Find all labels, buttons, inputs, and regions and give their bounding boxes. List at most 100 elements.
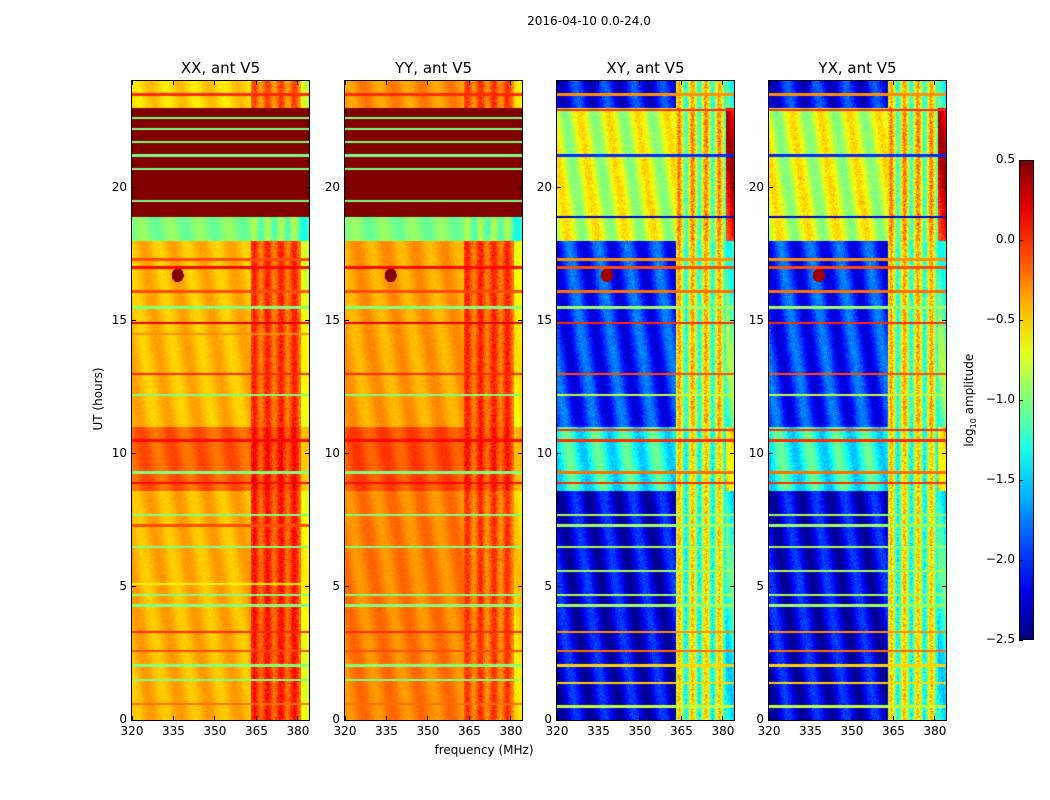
heatmap-panel: [768, 80, 947, 721]
heatmap-canvas: [557, 81, 734, 720]
colorbar-tick-label: −2.0: [985, 552, 1015, 566]
y-tick-mark: [557, 453, 561, 455]
colorbar-tick-mark: [1019, 399, 1023, 401]
colorbar-tick-mark: [1019, 159, 1023, 161]
y-tick-label: 20: [111, 179, 127, 194]
x-tick-label: 365: [458, 724, 481, 738]
y-tick-mark: [132, 719, 136, 721]
y-tick-mark: [305, 320, 309, 322]
y-tick-label: 20: [536, 179, 552, 194]
x-tick-label: 320: [757, 724, 781, 738]
y-tick-mark: [769, 187, 773, 188]
y-tick-mark: [518, 320, 522, 322]
x-tick-mark: [468, 81, 470, 85]
y-tick-label: 0: [756, 712, 764, 726]
y-tick-mark: [769, 320, 773, 322]
colorbar-tick-label: −2.5: [985, 632, 1015, 646]
x-tick-mark: [427, 81, 429, 85]
colorbar-label-prefix: log: [961, 428, 976, 447]
colorbar-tick-mark: [1019, 239, 1023, 241]
y-tick-mark: [769, 453, 773, 455]
x-tick-mark: [680, 716, 682, 720]
y-tick-mark: [518, 187, 522, 188]
panel-title: YX, ant V5: [818, 59, 897, 77]
x-tick-label: 335: [162, 724, 185, 738]
y-axis-label: UT (hours): [91, 367, 105, 431]
x-tick-label: 365: [882, 724, 905, 738]
y-tick-label: 20: [748, 179, 764, 194]
x-tick-mark: [385, 716, 387, 720]
x-tick-label: 335: [587, 724, 610, 738]
heatmap-panel: [344, 80, 523, 721]
y-tick-mark: [345, 586, 349, 588]
x-tick-mark: [344, 716, 346, 720]
colorbar-tick-mark: [1019, 479, 1023, 481]
x-tick-label: 380: [499, 724, 523, 738]
x-tick-label: 335: [375, 724, 398, 738]
y-tick-mark: [518, 453, 522, 455]
heatmap-panel: [556, 80, 735, 721]
y-tick-label: 20: [324, 179, 340, 194]
y-tick-label: 10: [111, 445, 127, 460]
x-tick-mark: [934, 716, 936, 720]
panel-title: YY, ant V5: [394, 59, 472, 77]
x-tick-mark: [385, 81, 387, 85]
y-tick-mark: [730, 586, 734, 588]
x-tick-mark: [722, 81, 724, 85]
y-tick-mark: [942, 719, 946, 721]
y-tick-mark: [305, 453, 309, 455]
x-tick-mark: [297, 81, 299, 85]
x-tick-mark: [934, 81, 936, 85]
y-tick-label: 10: [324, 445, 340, 460]
y-tick-mark: [305, 187, 309, 188]
y-tick-mark: [305, 586, 309, 588]
x-tick-mark: [639, 716, 641, 720]
x-axis-label: frequency (MHz): [434, 743, 534, 757]
y-tick-mark: [730, 320, 734, 322]
y-tick-mark: [132, 187, 136, 188]
y-tick-mark: [769, 586, 773, 588]
x-tick-label: 320: [120, 724, 144, 738]
y-tick-label: 5: [544, 578, 552, 593]
x-tick-label: 380: [286, 724, 310, 738]
x-tick-mark: [809, 716, 811, 720]
heatmap-canvas: [132, 81, 309, 720]
y-tick-mark: [518, 586, 522, 588]
y-tick-mark: [132, 453, 136, 455]
x-tick-mark: [722, 716, 724, 720]
x-tick-label: 365: [245, 724, 268, 738]
x-tick-mark: [297, 716, 299, 720]
x-tick-mark: [680, 81, 682, 85]
colorbar-tick-mark: [1019, 319, 1023, 321]
y-tick-label: 5: [332, 578, 340, 593]
y-tick-label: 0: [332, 712, 340, 726]
x-tick-label: 335: [799, 724, 822, 738]
heatmap-canvas: [345, 81, 522, 720]
y-tick-mark: [730, 453, 734, 455]
y-tick-label: 15: [324, 312, 340, 327]
y-tick-label: 15: [748, 312, 764, 327]
y-tick-mark: [557, 719, 561, 721]
y-tick-label: 10: [536, 445, 552, 460]
figure-title: 2016-04-10 0.0-24.0: [527, 14, 651, 28]
y-tick-mark: [345, 453, 349, 455]
colorbar-label-suffix: amplitude: [961, 353, 976, 419]
x-tick-label: 350: [840, 724, 864, 738]
y-tick-mark: [305, 719, 309, 721]
y-tick-label: 0: [119, 712, 127, 726]
y-tick-mark: [769, 719, 773, 721]
y-tick-mark: [345, 320, 349, 322]
x-tick-mark: [851, 81, 853, 85]
y-tick-label: 15: [111, 312, 127, 327]
x-tick-mark: [597, 81, 599, 85]
y-tick-mark: [132, 320, 136, 322]
y-tick-mark: [345, 187, 349, 188]
x-tick-mark: [427, 716, 429, 720]
x-tick-label: 320: [333, 724, 357, 738]
y-tick-mark: [557, 586, 561, 588]
y-tick-mark: [557, 320, 561, 322]
x-tick-mark: [556, 81, 558, 85]
x-tick-mark: [809, 81, 811, 85]
x-tick-label: 320: [545, 724, 569, 738]
y-tick-label: 5: [119, 578, 127, 593]
